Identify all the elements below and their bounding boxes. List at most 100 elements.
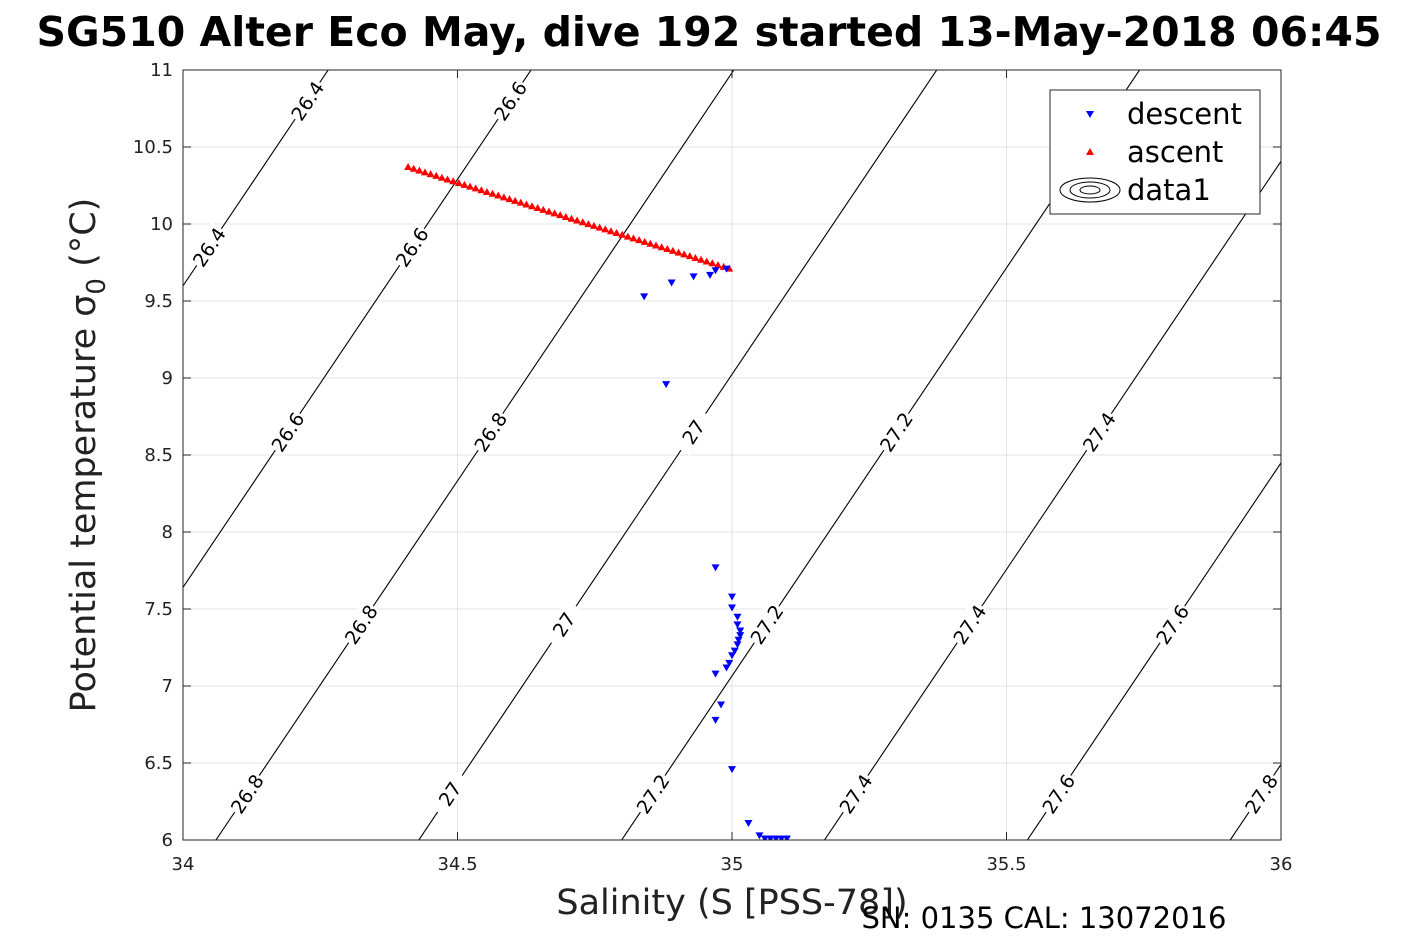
y-tick-label: 8.5 <box>144 445 173 466</box>
y-tick-label: 8 <box>162 522 173 543</box>
ascent-point <box>409 164 418 172</box>
descent-point <box>711 267 720 275</box>
descent-point <box>667 279 676 287</box>
descent-point <box>717 701 726 709</box>
isopycnal-label-gap <box>833 768 877 818</box>
descent-point <box>662 381 671 389</box>
descent-point <box>736 632 745 640</box>
isopycnal-label-gap <box>1150 599 1193 649</box>
ascent-point <box>404 163 413 171</box>
ascent-point <box>584 220 593 228</box>
ascent-point <box>652 241 661 249</box>
ascent-point <box>432 171 441 179</box>
y-axis-label-unit: (°C) <box>64 198 104 278</box>
ascent-point <box>550 209 559 217</box>
legend-marker-descent <box>1086 111 1094 118</box>
y-axis-label-subscript: 0 <box>82 278 112 295</box>
ascent-point <box>612 228 621 236</box>
legend: descent ascent data1 <box>1049 89 1261 215</box>
isopycnal-label-gap <box>671 406 714 456</box>
ascent-point <box>561 212 570 220</box>
ascent-point <box>460 180 469 188</box>
descent-point <box>771 835 780 840</box>
ascent-point <box>449 177 458 185</box>
ascent-point <box>516 198 525 206</box>
descent-point <box>728 766 736 774</box>
ascent-point <box>657 243 666 251</box>
descent-point <box>734 636 743 644</box>
ascent-point <box>437 173 446 181</box>
ascent-point <box>680 250 689 258</box>
ascent-point <box>420 168 429 176</box>
ascent-point <box>708 259 717 267</box>
isopycnal-label-gap <box>873 406 917 456</box>
ascent-point <box>674 248 683 256</box>
descent-point <box>706 271 715 279</box>
ascent-point <box>573 216 582 224</box>
legend-contour-ring <box>1069 181 1111 199</box>
descent-point <box>755 832 764 840</box>
ascent-point <box>702 257 711 265</box>
descent-point <box>722 265 731 273</box>
ascent-point <box>466 182 475 190</box>
y-tick-label: 11 <box>150 60 173 81</box>
legend-contour-ring <box>1079 185 1101 195</box>
isopycnal-label-gap <box>630 768 674 818</box>
ascent-point <box>494 191 503 199</box>
descent-point <box>689 273 698 281</box>
legend-label-descent: descent <box>1127 97 1242 131</box>
descent-point <box>736 627 745 635</box>
isopycnal-label-gap <box>744 599 788 649</box>
ascent-point <box>499 193 508 201</box>
isopycnal-label-gap <box>427 768 471 818</box>
ascent-point <box>668 246 677 254</box>
descent-point <box>711 670 720 678</box>
ascent-point <box>477 186 486 194</box>
ascent-point <box>528 202 537 210</box>
legend-contour-ring <box>1059 177 1121 203</box>
grid-lines <box>183 70 1281 840</box>
legend-label-ascent: ascent <box>1127 135 1223 169</box>
descent-point <box>728 652 736 660</box>
y-tick-label: 7.5 <box>144 599 173 620</box>
axis-ticks: 34 34.5 35 35.5 36 6 6.5 7 7.5 8 8.5 9 9.5 10 10.5 11 <box>133 60 1293 875</box>
isopycnal-label-gap <box>265 406 309 456</box>
descent-point <box>733 641 742 649</box>
isopycnal-label-gap <box>1076 406 1120 456</box>
descent-point <box>728 593 736 601</box>
ascent-point <box>488 189 497 197</box>
descent-point <box>711 564 720 572</box>
isopycnal-label-gap <box>338 599 382 649</box>
isopycnal-label-gap <box>285 75 329 125</box>
x-tick-label: 34 <box>172 854 195 875</box>
descent-point <box>760 835 769 840</box>
isopycnal-label-gap <box>186 222 230 271</box>
isopycnal-line <box>1026 461 1281 840</box>
descent-point <box>725 659 734 667</box>
isopycnal-label-gap <box>947 599 991 649</box>
ascent-point <box>567 214 576 222</box>
x-tick-label: 36 <box>1270 854 1293 875</box>
x-axis-label: Salinity (S [PSS-78]) <box>556 883 907 923</box>
isopycnal-label-gap <box>224 768 268 818</box>
x-tick-label: 35.5 <box>986 854 1026 875</box>
ascent-point <box>685 252 694 260</box>
ascent-point <box>415 166 424 174</box>
descent-point <box>730 647 739 655</box>
x-tick-label: 35 <box>721 854 744 875</box>
isopycnal-label-gap <box>389 222 433 271</box>
ascent-point <box>601 225 610 233</box>
legend-label-data1: data1 <box>1127 173 1211 207</box>
ascent-point <box>578 218 587 226</box>
descent-point <box>766 835 775 840</box>
ascent-point <box>539 205 548 213</box>
legend-contour-icon <box>1059 177 1121 203</box>
ascent-point <box>556 211 565 219</box>
ascent-point <box>618 230 627 238</box>
y-tick-label: 9 <box>162 368 173 389</box>
ascent-point <box>646 239 655 247</box>
descent-point <box>777 835 786 840</box>
descent-point <box>733 613 742 621</box>
footer-serial-cal: SN: 0135 CAL: 13072016 <box>862 901 1227 935</box>
descent-series <box>640 265 791 840</box>
